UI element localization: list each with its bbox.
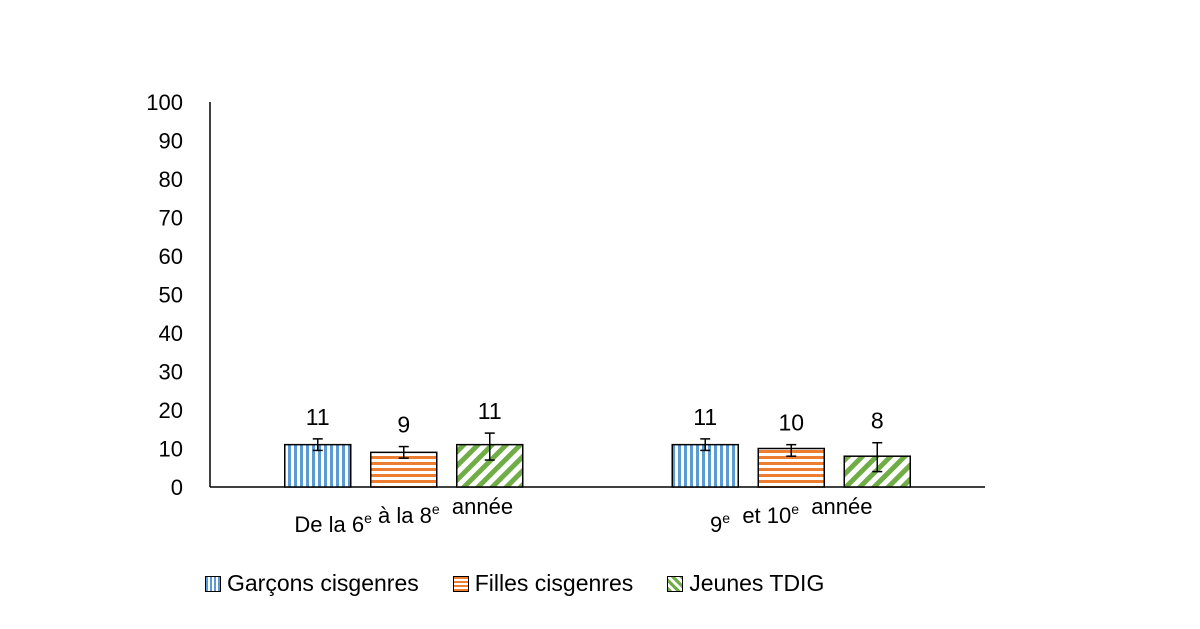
legend-label: Filles cisgenres <box>474 570 634 596</box>
x-category-label: 9e et 10e année <box>710 494 872 537</box>
bar <box>370 451 438 488</box>
y-tick-label: 40 <box>159 321 183 346</box>
data-label: 9 <box>397 412 410 438</box>
legend-swatch <box>667 575 684 592</box>
bar <box>671 443 739 488</box>
y-tick-label: 60 <box>159 244 183 269</box>
legend: Garçons cisgenres Filles cisgenres Jeunes … <box>205 570 858 597</box>
category-labels: De la 6e à la 8e année 9e et 10e année <box>294 494 872 537</box>
y-tick-label: 30 <box>159 360 183 385</box>
y-tick-label: 20 <box>159 398 183 423</box>
legend-swatch <box>205 575 221 592</box>
legend-swatch <box>452 575 469 592</box>
legend-label: Jeunes TDIG <box>689 570 825 596</box>
y-tick-label: 100 <box>146 90 183 115</box>
data-label: 10 <box>778 410 804 436</box>
data-label: 8 <box>871 408 884 434</box>
data-labels: 11 9 11 11 10 8 <box>306 398 884 437</box>
y-tick-label: 0 <box>171 475 183 500</box>
legend-item: Garçons cisgenres <box>205 570 419 597</box>
y-tick-label: 10 <box>159 437 183 462</box>
bar <box>284 443 352 488</box>
data-label: 11 <box>478 398 502 424</box>
y-tick-label: 90 <box>159 129 183 154</box>
y-tick-label: 70 <box>159 206 183 231</box>
x-category-label: De la 6e à la 8e année <box>294 494 513 537</box>
bars <box>284 432 911 488</box>
y-tick-label: 80 <box>159 167 183 192</box>
y-axis: 0 10 20 30 40 50 60 70 80 90 100 <box>146 90 211 500</box>
y-tick-label: 50 <box>159 283 183 308</box>
data-label: 11 <box>693 404 717 430</box>
legend-item: Filles cisgenres <box>452 570 634 597</box>
data-label: 11 <box>306 404 330 430</box>
legend-item: Jeunes TDIG <box>667 570 824 597</box>
legend-label: Garçons cisgenres <box>227 570 419 596</box>
